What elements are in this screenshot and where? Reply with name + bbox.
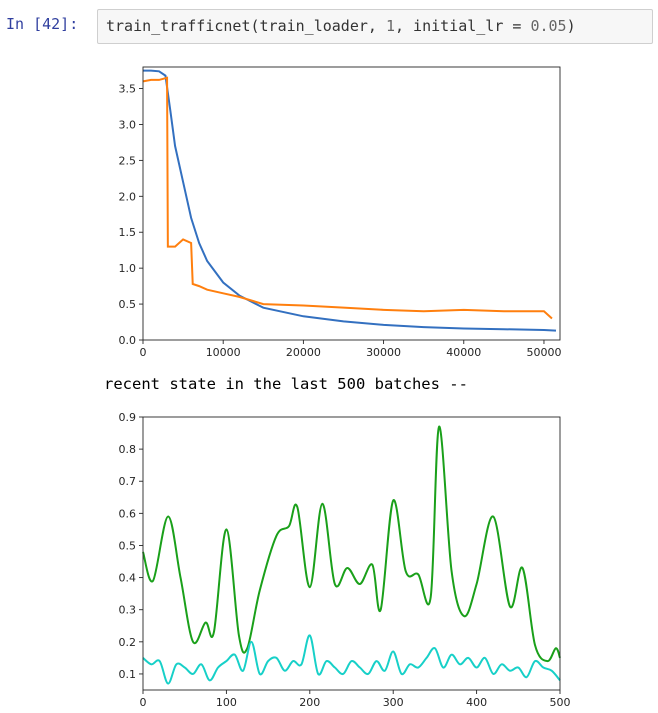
y-tick-label: 1.0 bbox=[119, 262, 137, 275]
y-tick-label: 3.0 bbox=[119, 118, 137, 131]
y-tick-label: 0.3 bbox=[119, 604, 137, 617]
code-cell-input[interactable]: train_trafficnet(train_loader, 1, initia… bbox=[97, 9, 653, 44]
plot-frame bbox=[142, 66, 561, 341]
x-tick-label: 300 bbox=[383, 696, 404, 709]
output-text: recent state in the last 500 batches -- bbox=[104, 375, 468, 393]
code-part: 1 bbox=[385, 17, 395, 35]
y-tick-label: 0.1 bbox=[119, 668, 137, 681]
x-tick-label: 500 bbox=[550, 696, 571, 709]
x-tick-label: 400 bbox=[466, 696, 487, 709]
plot-frame bbox=[142, 416, 561, 691]
code-part: train_trafficnet(train_loader, bbox=[106, 17, 386, 35]
series-line bbox=[142, 425, 561, 663]
y-tick-label: 2.5 bbox=[119, 154, 137, 167]
x-tick-label: 0 bbox=[140, 696, 147, 709]
cell-prompt: In [42]: bbox=[6, 15, 79, 33]
y-tick-label: 1.5 bbox=[119, 226, 137, 239]
series-line bbox=[142, 76, 553, 320]
x-tick-label: 20000 bbox=[286, 346, 321, 359]
x-tick-label: 50000 bbox=[526, 346, 561, 359]
code-part: 0.05 bbox=[530, 17, 567, 35]
y-tick-label: 0.2 bbox=[119, 636, 137, 649]
x-tick-label: 0 bbox=[140, 346, 147, 359]
y-tick-label: 3.5 bbox=[119, 83, 137, 96]
y-tick-label: 0.4 bbox=[119, 572, 137, 585]
y-tick-label: 0.7 bbox=[119, 475, 137, 488]
code-part: , initial_lr = bbox=[395, 17, 531, 35]
y-tick-label: 0.0 bbox=[119, 334, 137, 347]
series-line bbox=[142, 634, 561, 685]
y-tick-label: 0.8 bbox=[119, 443, 137, 456]
code-part: ) bbox=[566, 17, 576, 35]
x-tick-label: 30000 bbox=[366, 346, 401, 359]
x-tick-label: 40000 bbox=[446, 346, 481, 359]
y-tick-label: 0.6 bbox=[119, 507, 137, 520]
y-tick-label: 0.5 bbox=[119, 539, 137, 552]
y-tick-label: 0.9 bbox=[119, 411, 137, 424]
y-tick-label: 2.0 bbox=[119, 190, 137, 203]
y-tick-label: 0.5 bbox=[119, 298, 137, 311]
x-tick-label: 200 bbox=[299, 696, 320, 709]
x-tick-label: 100 bbox=[216, 696, 237, 709]
x-tick-label: 10000 bbox=[206, 346, 241, 359]
